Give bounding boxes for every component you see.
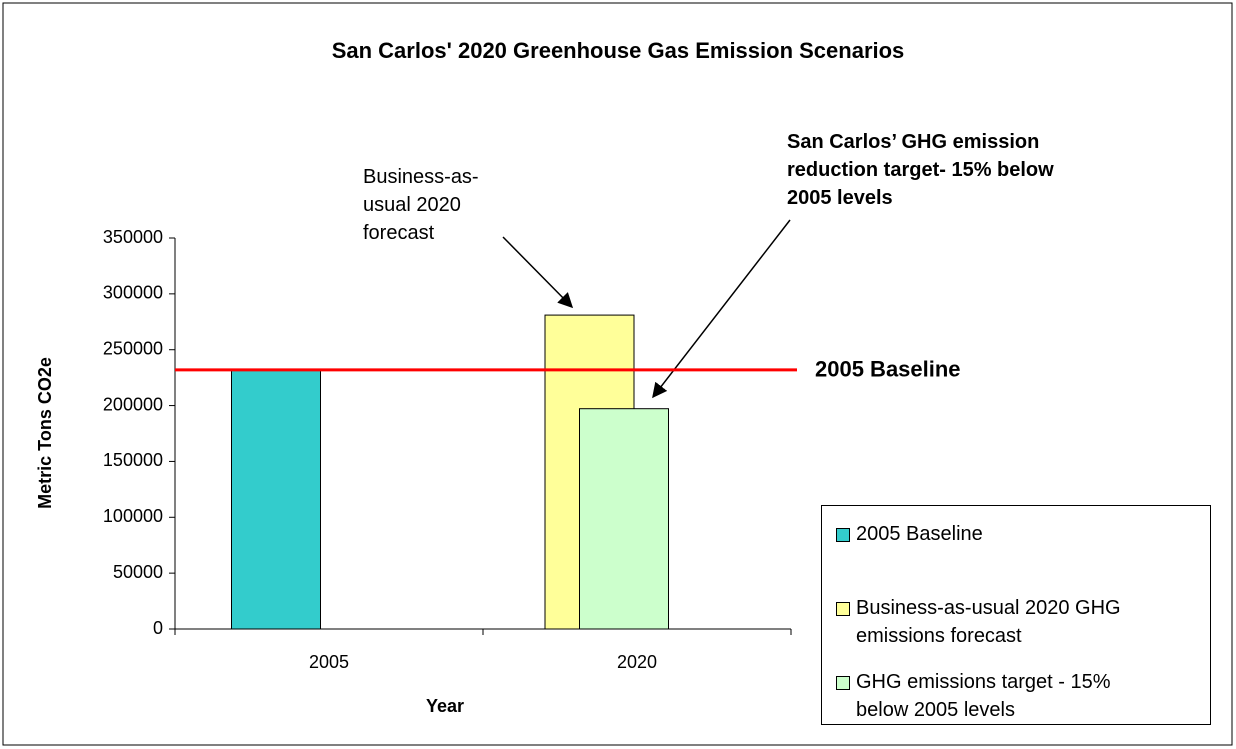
x-axis-label: Year bbox=[426, 696, 464, 716]
y-tick-label: 100000 bbox=[103, 506, 163, 526]
arrow bbox=[502, 236, 574, 309]
legend-swatch bbox=[836, 602, 850, 616]
annotation: Business-as-usual 2020 forecast bbox=[363, 166, 479, 244]
y-tick-label: 0 bbox=[153, 618, 163, 638]
y-tick-label: 250000 bbox=[103, 338, 163, 358]
y-tick-label: 150000 bbox=[103, 450, 163, 470]
chart-title: San Carlos' 2020 Greenhouse Gas Emission… bbox=[332, 38, 905, 63]
legend-swatch bbox=[836, 676, 850, 690]
legend-label: Business-as-usual 2020 GHG emissions for… bbox=[856, 597, 1121, 647]
arrow bbox=[652, 219, 791, 399]
annotation: San Carlos’ GHG emission reduction targe… bbox=[787, 131, 1054, 209]
legend-label: GHG emissions target - 15% below 2005 le… bbox=[856, 671, 1111, 721]
legend-entry: 2005 Baseline bbox=[836, 520, 1156, 548]
legend-entry: Business-as-usual 2020 GHG emissions for… bbox=[836, 594, 1156, 650]
legend-entry: GHG emissions target - 15% below 2005 le… bbox=[836, 668, 1156, 724]
x-tick-label: 2020 bbox=[617, 652, 657, 672]
legend-swatch bbox=[836, 528, 850, 542]
y-tick-label: 300000 bbox=[103, 283, 163, 303]
y-tick-label: 350000 bbox=[103, 227, 163, 247]
legend-label: 2005 Baseline bbox=[856, 523, 983, 545]
x-tick-label: 2005 bbox=[309, 652, 349, 672]
y-tick-label: 50000 bbox=[113, 562, 163, 582]
legend: 2005 Baseline Business-as-usual 2020 GHG … bbox=[821, 505, 1211, 725]
bar bbox=[231, 369, 321, 630]
y-tick-label: 200000 bbox=[103, 394, 163, 414]
reference-label: 2005 Baseline bbox=[815, 357, 961, 382]
bar bbox=[579, 408, 669, 630]
y-axis-label: Metric Tons CO2e bbox=[35, 357, 55, 509]
